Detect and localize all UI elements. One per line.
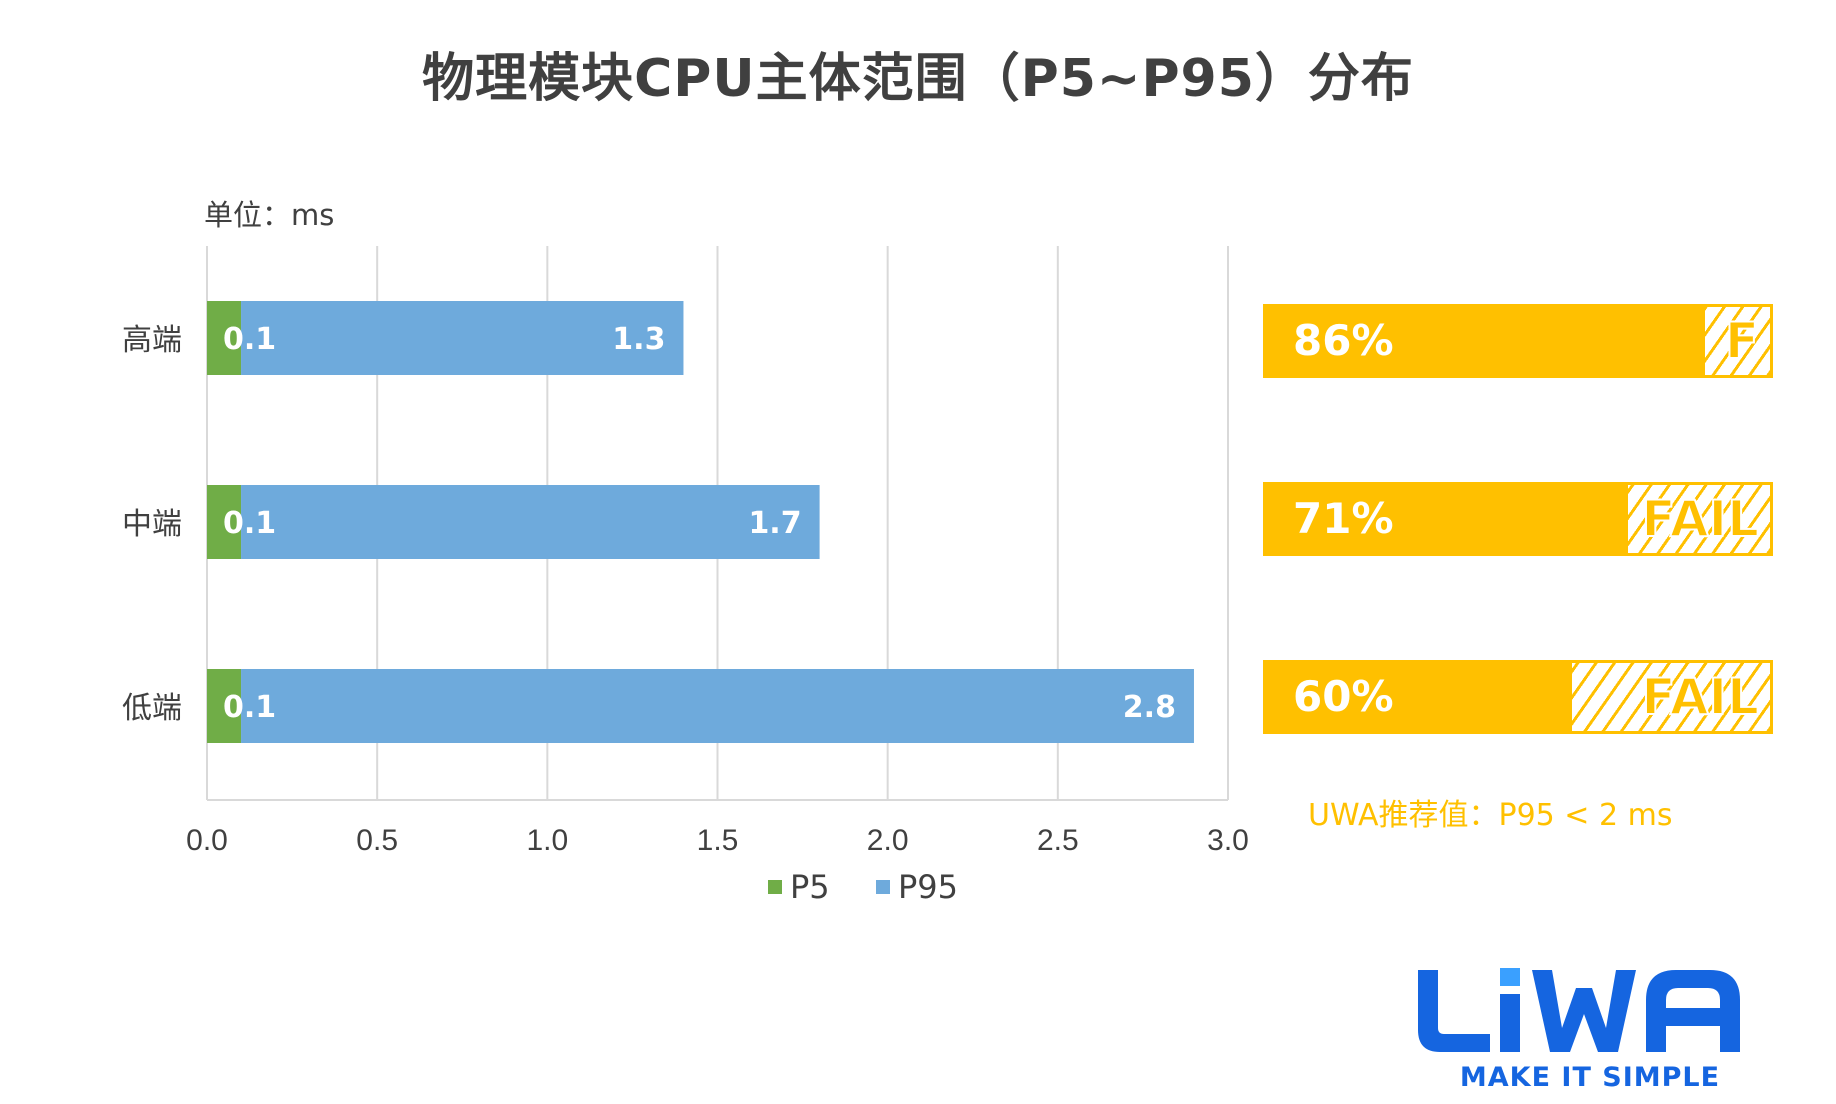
data-label-p5: 0.1: [223, 506, 276, 541]
legend-label-p95: P95: [898, 868, 958, 906]
y-category-label: 中端: [122, 507, 182, 542]
x-tick-label: 0.5: [356, 824, 398, 857]
bar-layer: 0.1 1.3 0.1 1.7 0.1 2.8: [207, 301, 1194, 743]
logo-letter-i-dot: [1500, 968, 1520, 986]
pass-percent: 86%: [1293, 316, 1394, 365]
fail-hatch: [1701, 304, 1773, 378]
data-label-p95: 1.7: [748, 506, 801, 541]
bar-p95: [241, 485, 820, 559]
logo-tagline: MAKE IT SIMPLE: [1459, 1062, 1721, 1093]
bar-p5: [207, 485, 242, 559]
bar-p5: [207, 301, 242, 375]
chart-title: 物理模块CPU主体范围（P5~P95）分布: [422, 49, 1414, 109]
x-tick-label: 2.0: [867, 824, 909, 857]
legend-swatch-p95: [876, 880, 890, 894]
pass-rate-bar-mid: 71% FAIL: [1263, 482, 1773, 556]
x-tick-label: 1.0: [526, 824, 568, 857]
x-tick-label: 2.5: [1037, 824, 1079, 857]
pass-rate-bar-low: 60% FAIL: [1263, 660, 1773, 734]
pass-fill: [1263, 304, 1702, 378]
fail-label: FAIL: [1640, 489, 1760, 549]
data-label-p95: 1.3: [612, 322, 665, 357]
pass-fill: [1263, 482, 1626, 556]
logo-letter-w: [1532, 970, 1636, 1052]
x-tick-label: 0.0: [186, 824, 228, 857]
logo-letter-a: [1646, 970, 1740, 1052]
legend-label-p5: P5: [790, 868, 830, 906]
y-category-label: 高端: [122, 323, 182, 358]
data-label-p5: 0.1: [223, 322, 276, 357]
y-category-label: 低端: [122, 691, 182, 726]
fail-hatch: [1625, 482, 1773, 556]
legend-swatch-p5: [768, 880, 782, 894]
bar-p95: [241, 669, 1194, 743]
logo-letter-u: [1418, 970, 1490, 1052]
data-label-p95: 2.8: [1123, 690, 1176, 725]
unit-label: 单位：ms: [204, 198, 335, 232]
pass-percent: 60%: [1293, 672, 1394, 721]
uwa-logo: [1418, 968, 1740, 1052]
bar-p5: [207, 669, 242, 743]
pass-rate-bar-high: 86% F: [1263, 304, 1773, 378]
fail-label: FAIL: [1640, 667, 1760, 727]
recommendation-note: UWA推荐值：P95 < 2 ms: [1308, 798, 1673, 833]
x-tick-label: 1.5: [697, 824, 739, 857]
x-tick-label: 3.0: [1207, 824, 1249, 857]
legend: P5 P95: [768, 868, 958, 906]
data-label-p5: 0.1: [223, 690, 276, 725]
pass-fill: [1263, 660, 1569, 734]
fail-label: F: [1724, 311, 1760, 371]
bar-p95: [241, 301, 684, 375]
fail-hatch: [1569, 660, 1773, 734]
logo-letter-i-stem: [1500, 994, 1520, 1052]
pass-percent: 71%: [1293, 494, 1394, 543]
